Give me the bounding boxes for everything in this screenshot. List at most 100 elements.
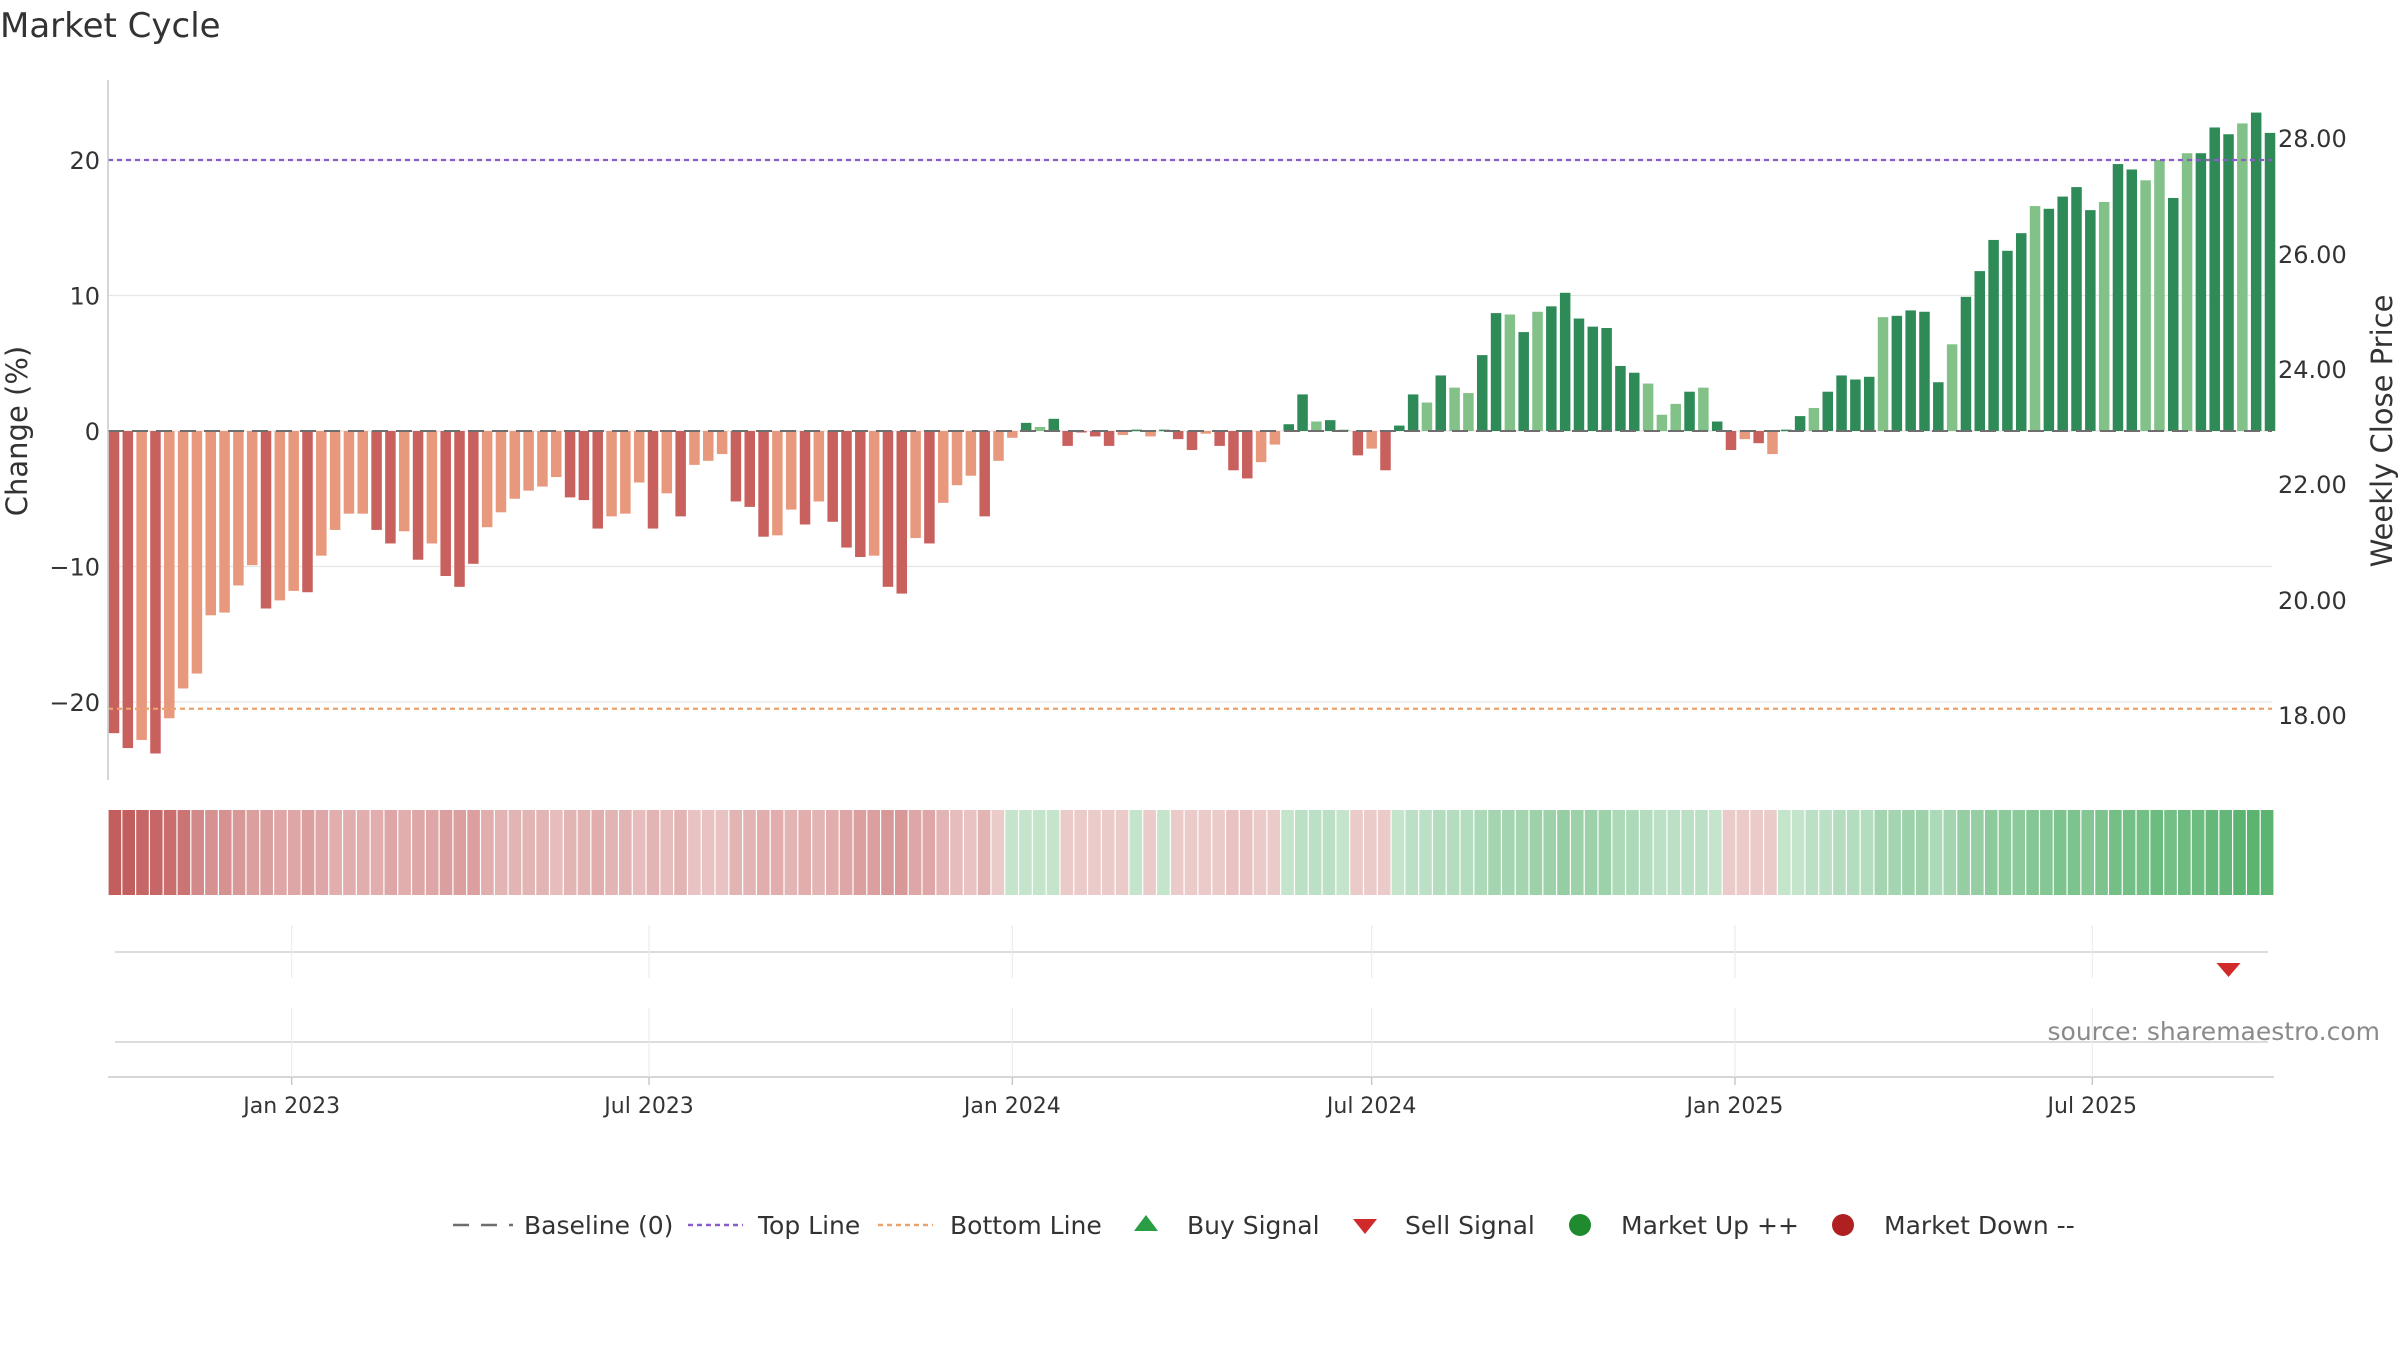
change-bar [164,431,175,719]
heat-cell [1088,810,1101,895]
heat-cell [1502,810,1515,895]
change-bar [357,431,369,514]
heat-cell [163,810,177,895]
heat-cell [232,810,246,895]
heat-cell [1129,810,1143,895]
change-bar [1062,431,1073,446]
heat-cell [1405,810,1419,895]
change-bar [454,431,465,587]
heat-cell [439,810,453,895]
change-bar [108,431,120,734]
heat-cell [2040,810,2053,895]
heat-cell [1888,810,1901,895]
heat-cell [1226,810,1239,895]
heat-cell [205,810,218,895]
change-bar [1283,424,1294,431]
heat-cell [425,810,439,895]
change-bar [716,431,728,455]
change-bar [509,431,521,499]
change-bar [1269,431,1281,445]
change-bar [2098,202,2110,431]
change-bar [1905,310,1916,431]
heat-cell [1998,810,2012,895]
heat-cell [1805,810,1819,895]
change-bar [730,431,742,502]
heat-cell [218,810,232,895]
heat-cell [839,810,853,895]
y2-tick-label: 24.00 [2278,356,2347,384]
heat-cell [2067,810,2081,895]
heat-cell [674,810,687,895]
heat-cell [1446,810,1460,895]
change-bar [993,431,1004,461]
y2-tick-label: 22.00 [2278,471,2347,499]
heat-cell [784,810,798,895]
heat-cell [191,810,204,895]
change-bar [2085,210,2096,431]
change-bar [951,431,963,486]
heat-cell [1046,810,1060,895]
legend-buy-label: Buy Signal [1187,1211,1320,1240]
heat-cell [1902,810,1915,895]
heat-cell [2109,810,2122,895]
change-bar [2223,134,2234,431]
heat-cell [522,810,536,895]
heat-cell [1957,810,1970,895]
change-bar [2264,132,2276,431]
legend-market-up-label: Market Up ++ [1621,1211,1799,1240]
heat-cell [1695,810,1708,895]
heat-cell [177,810,191,895]
change-bar [1891,315,1903,431]
heat-cell [2122,810,2136,895]
change-bar [1546,306,1557,431]
heat-cell [2150,810,2164,895]
change-bar [896,431,908,594]
sell-signal-marker [2216,963,2241,977]
change-bar [2250,112,2262,431]
legend[interactable]: Baseline (0) Top Line Bottom Line Buy Signa… [453,1211,2075,1240]
heat-cell [246,810,260,895]
heat-cell [1626,810,1639,895]
change-bar [2126,169,2138,432]
heat-cell [481,810,494,895]
heat-cell [1005,810,1018,895]
change-bar [1463,393,1474,431]
change-bar [426,431,438,544]
change-bar [1822,391,1833,431]
change-bar [924,431,935,544]
heat-cell [453,810,467,895]
heat-cell [1708,810,1722,895]
change-bar [592,431,603,529]
change-bar [495,431,507,513]
change-bar [1601,328,1612,431]
heat-cell [632,810,646,895]
heat-cell [1667,810,1681,895]
change-bar [1297,394,1308,431]
x-tick-label: Jul 2024 [1325,1094,1417,1119]
heat-cell [1488,810,1501,895]
change-bar [1103,431,1115,446]
change-bar [772,431,783,536]
change-bar [2181,153,2193,431]
heat-cell [384,810,398,895]
heat-cell [1819,810,1832,895]
heat-cell [1584,810,1598,895]
change-bar [661,431,673,494]
heat-cell [1543,810,1556,895]
change-bar [1684,391,1695,431]
change-bar [288,431,299,591]
y-axis-title: Change (%) [0,346,34,516]
change-bar [1117,431,1129,436]
change-bar [2195,153,2207,431]
heat-cell [1681,810,1694,895]
change-bar [882,431,894,587]
heat-cell [2260,810,2274,895]
heat-cell [1557,810,1570,895]
heat-cell [1791,810,1805,895]
heat-cell [1653,810,1667,895]
heat-cell [2095,810,2108,895]
heat-cell [605,810,618,895]
legend-market-up-icon [1569,1214,1591,1236]
heat-cell [1929,810,1943,895]
change-bar [1919,311,1930,431]
